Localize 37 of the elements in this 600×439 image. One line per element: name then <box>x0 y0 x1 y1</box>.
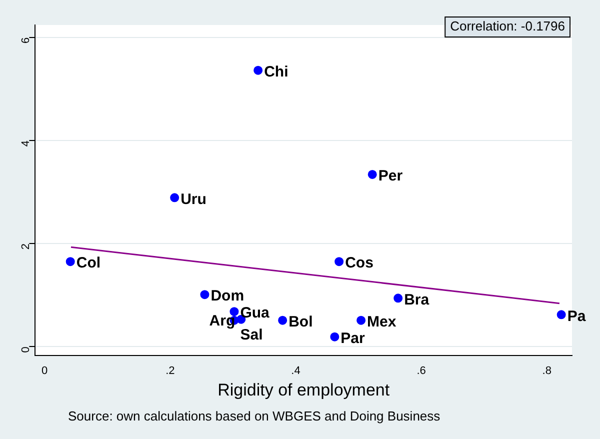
point <box>230 307 239 316</box>
point <box>394 294 403 303</box>
y-tick-label: 0 <box>20 346 32 353</box>
annotation: Gua <box>240 304 270 322</box>
annotation: Correlation: -0.1796 <box>450 18 566 34</box>
annotation: Chi <box>264 64 288 80</box>
point <box>170 193 180 202</box>
annotation: Col <box>76 254 101 272</box>
point <box>556 310 566 320</box>
point <box>66 257 75 266</box>
source-note: Source: own calculations based on WBGES and Doing Business <box>68 408 441 424</box>
annotation: Dom <box>210 288 244 305</box>
point <box>356 316 366 325</box>
x-tick-label: .8 <box>542 365 552 378</box>
x-axis-title: Rigidity of employment <box>218 380 390 400</box>
point <box>200 290 210 300</box>
point <box>334 257 344 266</box>
point <box>254 66 263 75</box>
annotation: Mex <box>367 313 397 330</box>
annotation: Par <box>340 330 366 347</box>
annotation: Pa <box>567 308 586 325</box>
point <box>330 332 340 342</box>
annotation: Sal <box>240 326 263 344</box>
x-tick-label: .4 <box>291 365 300 378</box>
x-tick-label: .2 <box>166 365 175 378</box>
y-tick-label: 2 <box>20 244 32 250</box>
annotation: Bol <box>288 313 313 330</box>
x-tick-label: 0 <box>42 365 48 378</box>
annotation: Uru <box>180 190 206 208</box>
point <box>368 170 377 179</box>
annotation: Bra <box>404 291 430 308</box>
annotation: Per <box>378 168 403 185</box>
x-tick-label: .6 <box>416 365 426 378</box>
y-tick-label: 4 <box>20 140 32 147</box>
point <box>278 316 288 325</box>
annotation: Cos <box>345 254 374 272</box>
y-tick-label: 6 <box>20 37 32 44</box>
